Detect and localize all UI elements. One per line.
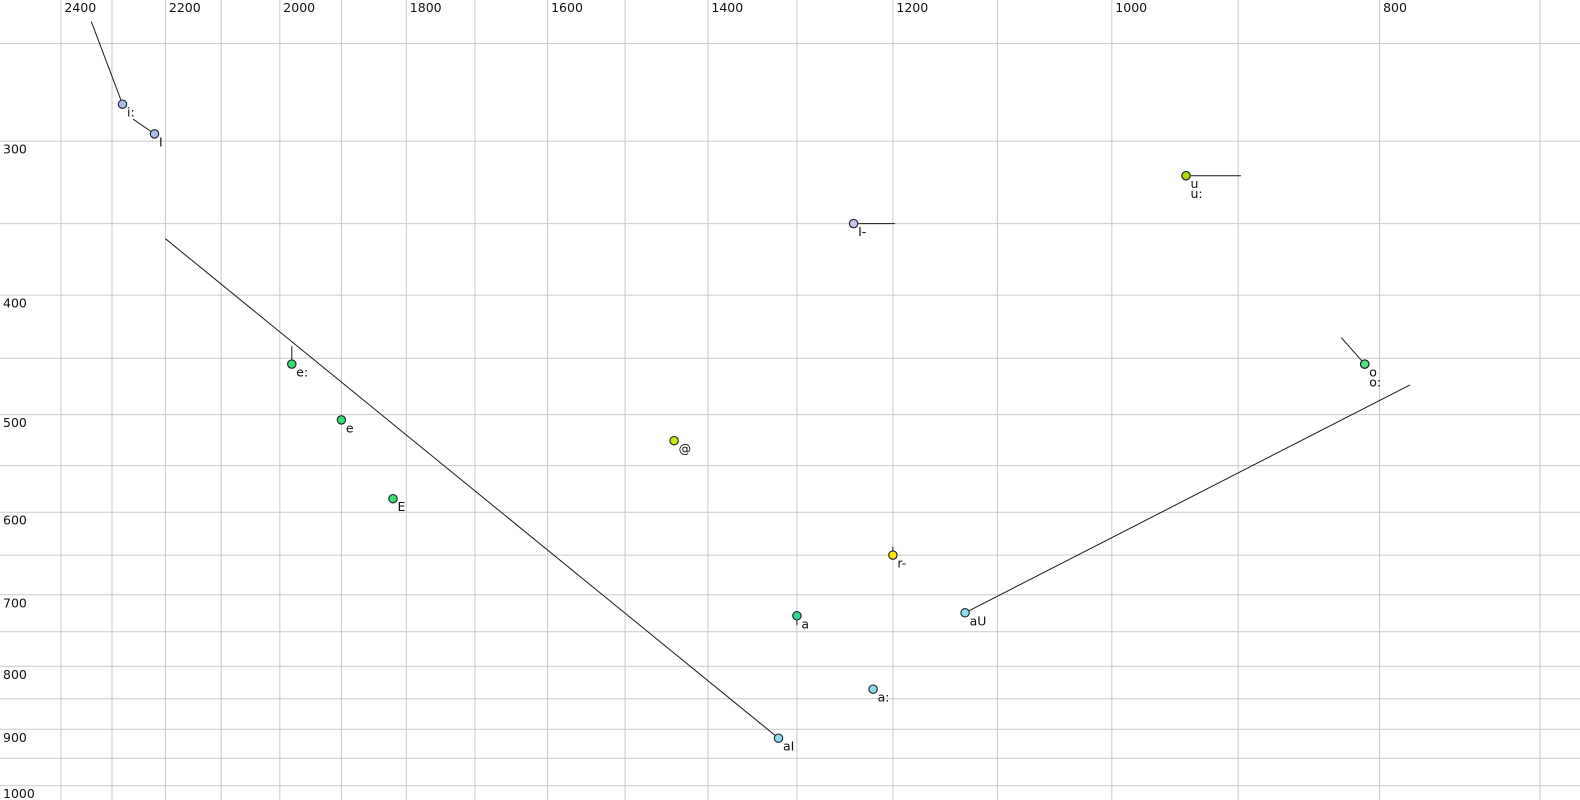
x-tick-label-1800: 1800: [410, 0, 442, 15]
x-tick-label-800: 800: [1383, 0, 1407, 15]
vowel-point-r-: [888, 550, 898, 560]
vowel-label-o: o: [1369, 365, 1377, 380]
formant-tail-aI: [165, 238, 779, 739]
vowel-label-e: e: [346, 420, 354, 435]
y-tick-label-400: 400: [3, 296, 27, 311]
formant-tail-o:: [1340, 337, 1366, 365]
vowel-label-e:: e:: [296, 365, 308, 380]
vowel-point-o:: [1359, 359, 1370, 369]
vowel-point-u:: [1181, 170, 1191, 181]
vowel-point-I: [149, 129, 160, 139]
y-tick-label-700: 700: [3, 595, 27, 610]
vowel-label-I: I: [159, 134, 163, 149]
vowel-point-a:: [868, 684, 878, 694]
y-tick-label-300: 300: [3, 142, 27, 157]
y-tick-label-500: 500: [3, 415, 27, 430]
vowel-label-a: a: [801, 616, 809, 631]
vowel-point-E: [388, 493, 398, 504]
vowel-point-e: [336, 415, 347, 425]
vowel-label-u:: u:: [1191, 186, 1203, 201]
vowel-point-aU: [960, 608, 970, 618]
y-tick-label-600: 600: [3, 513, 27, 528]
vowel-label-a:: a:: [878, 690, 890, 705]
vowel-point-a: [792, 611, 802, 621]
vowel-label-@: @: [679, 441, 692, 456]
vowel-label-o:: o:: [1369, 375, 1381, 390]
y-tick-label-900: 900: [3, 730, 27, 745]
x-tick-label-1000: 1000: [1115, 0, 1147, 15]
vowel-point-e:: [287, 359, 297, 369]
x-tick-label-1200: 1200: [896, 0, 928, 15]
x-tick-label-1400: 1400: [711, 0, 743, 15]
vowel-label-r-: r-: [897, 556, 906, 571]
x-tick-label-2400: 2400: [64, 0, 96, 15]
x-tick-label-2000: 2000: [283, 0, 315, 15]
y-tick-label-800: 800: [3, 667, 27, 682]
vowel-label-aU: aU: [970, 613, 987, 628]
vowel-label-u: u: [1191, 176, 1199, 191]
vowel-point-i:: [117, 99, 128, 109]
y-tick-label-1000: 1000: [3, 786, 35, 800]
vowel-label-I-: I-: [858, 224, 866, 239]
formant-tail-i:: [90, 21, 123, 105]
vowel-point-I-: [848, 218, 859, 229]
vowel-point-@: [669, 435, 679, 446]
x-tick-label-1600: 1600: [551, 0, 583, 15]
vowel-point-aI: [773, 733, 784, 743]
vowel-label-aI: aI: [783, 739, 794, 754]
vowel-label-i:: i:: [127, 105, 135, 120]
x-tick-label-2200: 2200: [169, 0, 201, 15]
formant-tail-aU: [964, 384, 1411, 614]
vowel-label-E: E: [398, 499, 406, 514]
